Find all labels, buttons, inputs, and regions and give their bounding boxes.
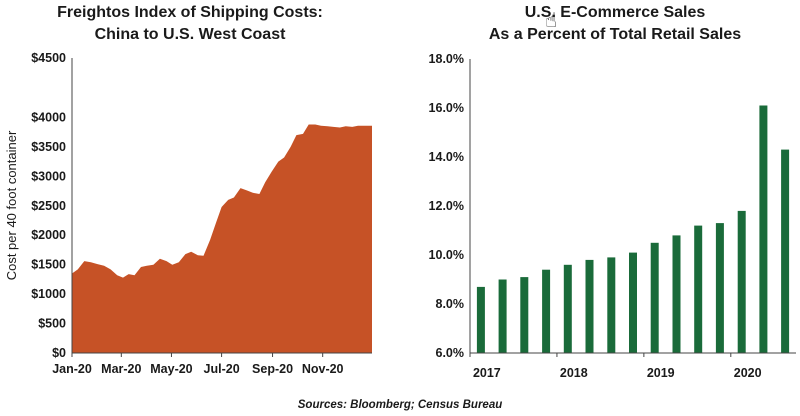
left-y-axis-label: Cost per 40 foot container <box>4 130 19 280</box>
shipping-cost-area <box>72 124 372 353</box>
left-title-line-1: Freightos Index of Shipping Costs: <box>57 4 323 21</box>
left-y-tick-label: $500 <box>38 317 66 331</box>
ecommerce-bar <box>542 269 551 353</box>
right-y-tick-label: 14.0% <box>429 150 464 164</box>
right-y-tick-label: 18.0% <box>429 52 464 66</box>
ecommerce-bar <box>781 149 790 353</box>
left-y-tick-label: $1500 <box>31 258 66 272</box>
shipping-cost-area-chart: $0 $500 $1000 $1500 $2000 $2500 $3000 $3500 $400… <box>4 51 372 376</box>
left-y-tick-label: $2000 <box>31 228 66 242</box>
ecommerce-bar <box>737 210 746 353</box>
ecommerce-bar <box>672 235 681 353</box>
left-y-tick-label: $4000 <box>31 110 66 124</box>
right-y-tick-label: 8.0% <box>436 297 465 311</box>
right-x-tick-label: 2019 <box>647 366 675 380</box>
left-x-tick-label: May-20 <box>150 362 192 376</box>
left-y-tick-label: $3000 <box>31 169 66 183</box>
ecommerce-bar <box>585 259 594 353</box>
right-x-tick-label: 2018 <box>560 366 588 380</box>
ecommerce-bar <box>607 257 616 353</box>
left-x-tick-label: Mar-20 <box>101 362 141 376</box>
left-chart-title: Freightos Index of Shipping Costs: China… <box>40 2 340 46</box>
ecommerce-bar <box>476 286 485 353</box>
right-y-tick-label: 6.0% <box>436 346 465 360</box>
ecommerce-bar <box>759 105 768 353</box>
left-y-tick-label: $4500 <box>31 51 66 65</box>
left-y-tick-label: $1000 <box>31 287 66 301</box>
source-note: Sources: Bloomberg; Census Bureau <box>297 399 503 411</box>
right-y-tick-label: 16.0% <box>429 101 464 115</box>
left-x-tick-label: Jan-20 <box>52 362 92 376</box>
left-x-tick-label: Jul-20 <box>204 362 240 376</box>
left-x-tick-label: Sep-20 <box>252 362 293 376</box>
ecommerce-bar <box>498 279 507 353</box>
right-y-tick-label: 10.0% <box>429 248 464 262</box>
right-x-tick-label: 2020 <box>734 366 762 380</box>
left-x-tick-label: Nov-20 <box>302 362 344 376</box>
ecommerce-bar <box>563 264 572 353</box>
right-title-line-2: As a Percent of Total Retail Sales <box>488 26 742 43</box>
ecommerce-bar-chart: 6.0% 8.0% 10.0% 12.0% 14.0% 16.0% 18.0% 2017 201… <box>429 52 796 380</box>
left-title-line-2: China to U.S. West Coast <box>94 26 286 43</box>
ecommerce-bar <box>520 277 529 353</box>
ecommerce-bar <box>694 225 703 353</box>
left-y-tick-label: $2500 <box>31 199 66 213</box>
hand-pointer-icon: ☝ <box>545 8 558 32</box>
right-title-line-1: U.S. E-Commerce Sales <box>524 4 706 21</box>
left-y-tick-label: $0 <box>52 346 66 360</box>
right-x-tick-label: 2017 <box>473 366 501 380</box>
ecommerce-bar <box>650 242 659 354</box>
ecommerce-bar <box>629 252 637 353</box>
left-y-tick-label: $3500 <box>31 140 66 154</box>
right-chart-title: U.S. E-Commerce Sales As a Percent of To… <box>450 2 780 46</box>
ecommerce-bar <box>715 223 724 353</box>
right-y-tick-label: 12.0% <box>429 199 464 213</box>
